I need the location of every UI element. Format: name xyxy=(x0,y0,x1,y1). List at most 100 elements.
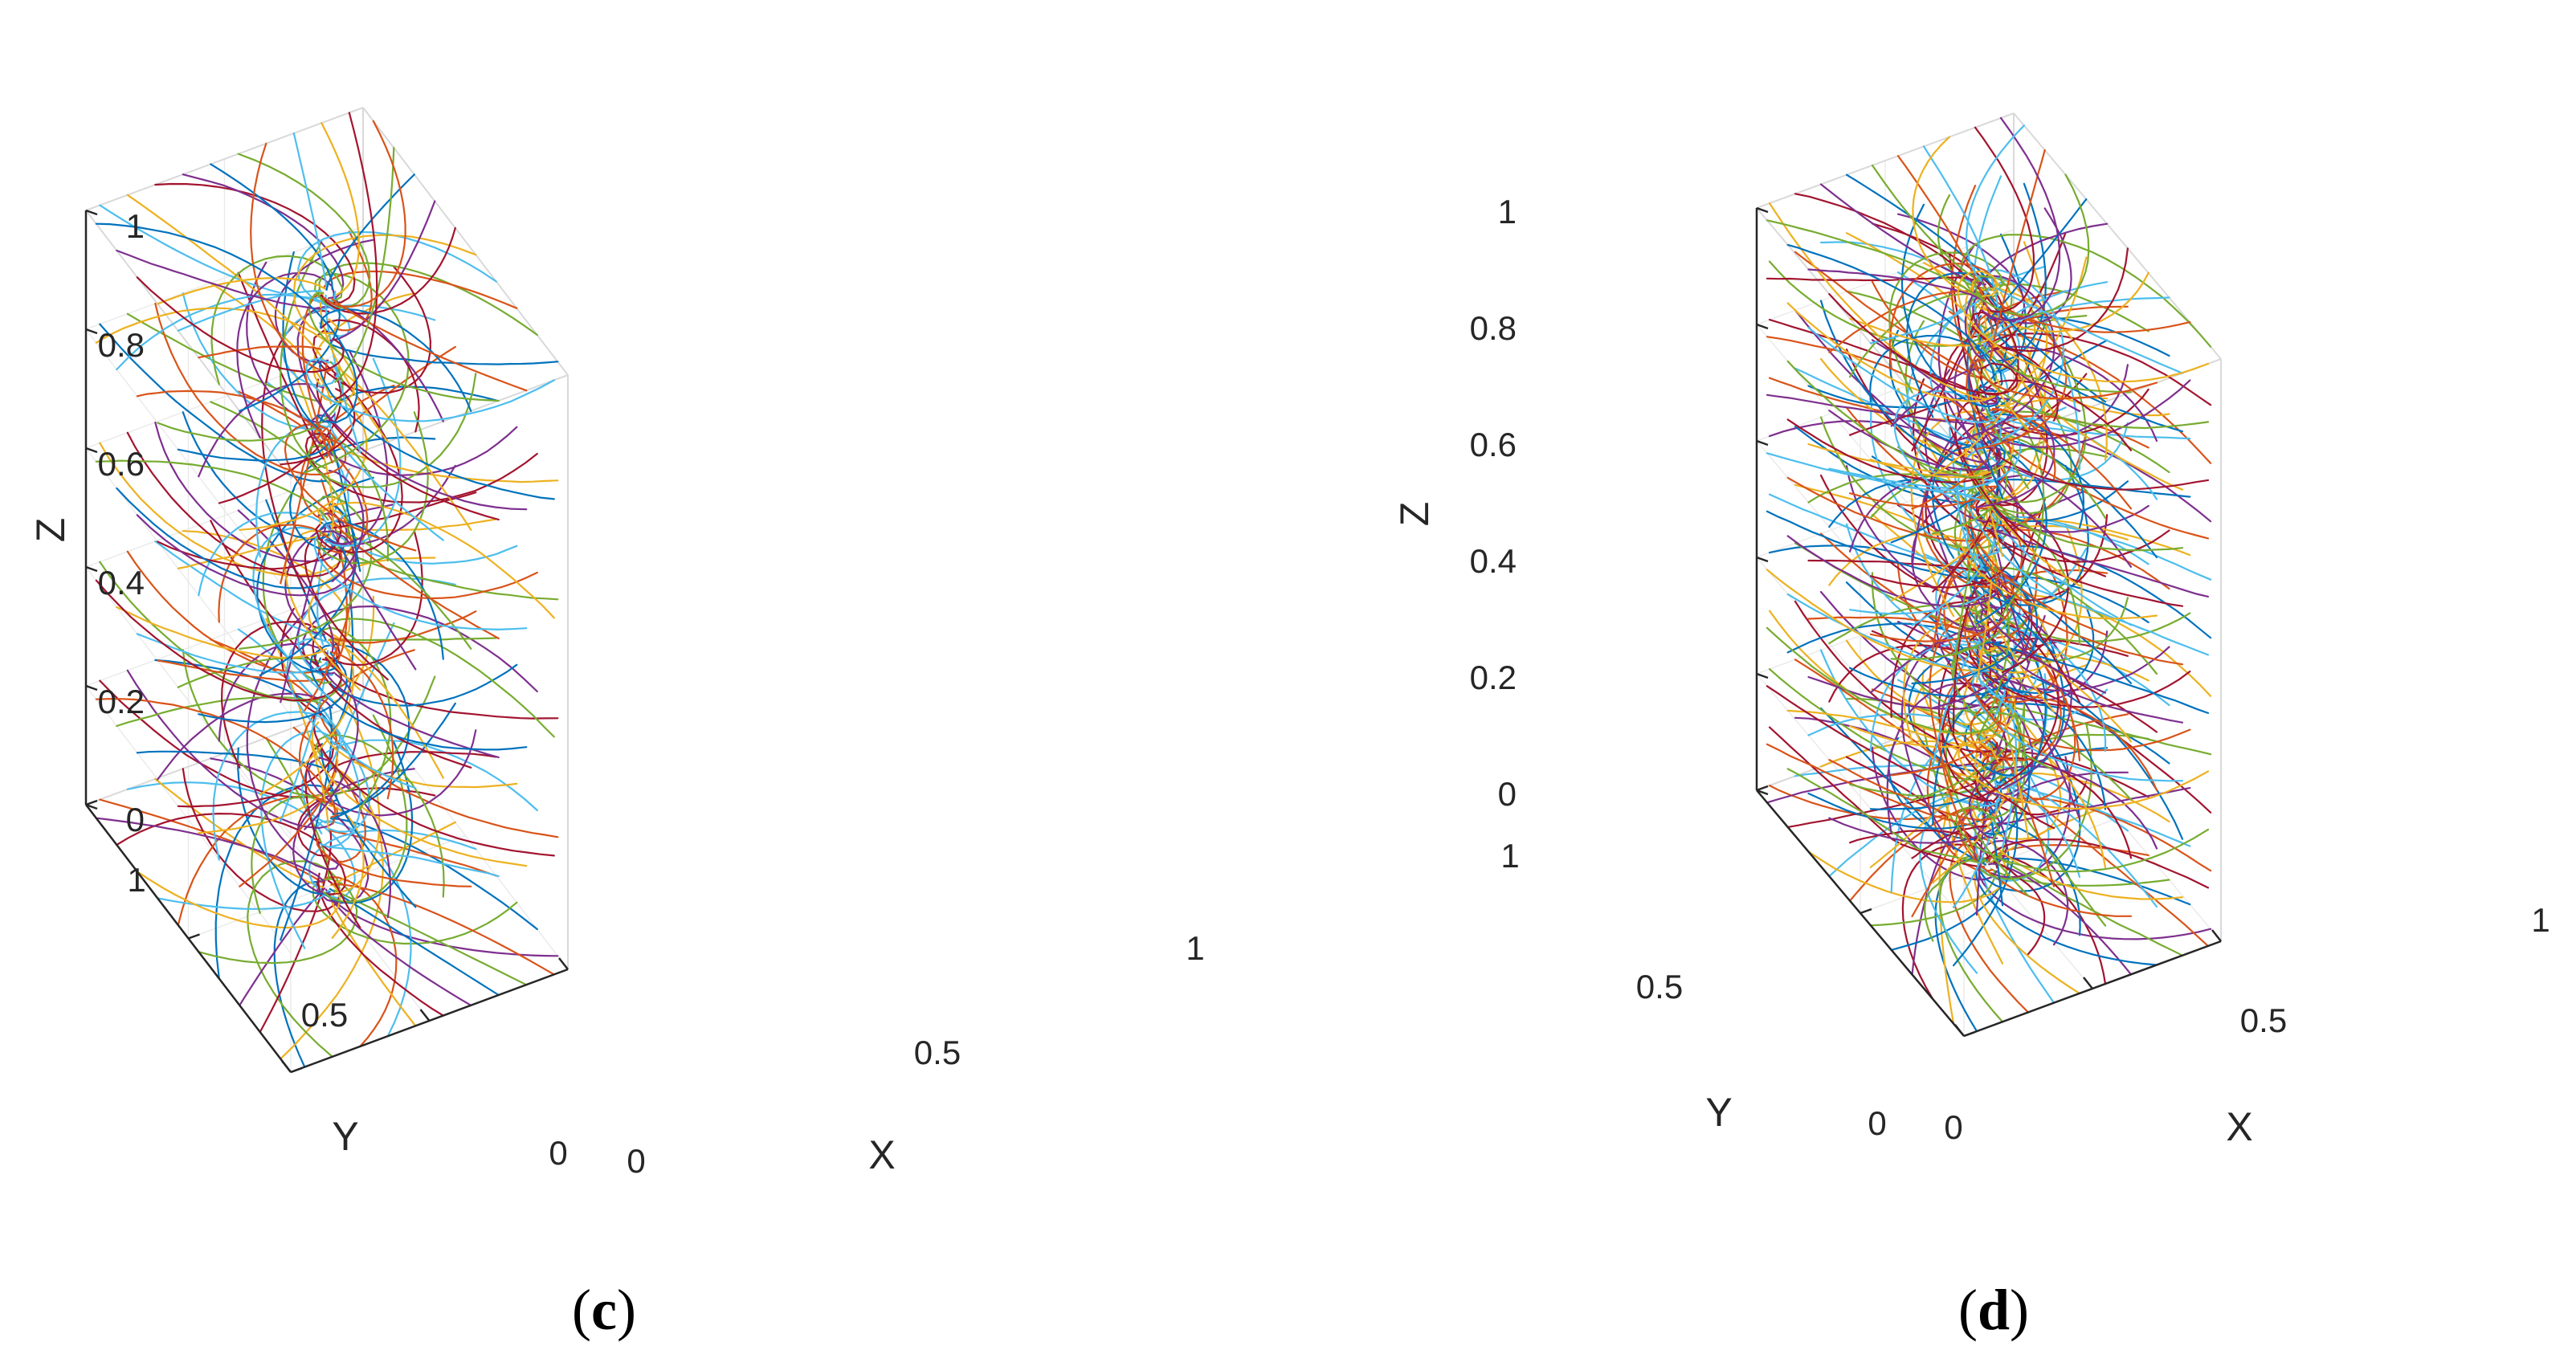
panel-d-streamline xyxy=(1871,164,1984,283)
panel-c-streamline xyxy=(325,656,559,720)
panel-d-z-tick-mark-0 xyxy=(1756,789,1769,796)
panel-c-streamline xyxy=(327,513,500,640)
panel-d-x-tick-2: 1 xyxy=(2531,901,2549,939)
panel-c-caption: (c) xyxy=(572,1278,636,1342)
panel-c-streamline xyxy=(210,757,369,904)
panel-d-x-tick-mark-1 xyxy=(2083,977,2093,989)
panel-d-streamline xyxy=(1979,610,2184,724)
panel-d-streamline xyxy=(1969,496,2107,636)
panel-d-streamline xyxy=(1910,410,1994,618)
panel-c-streamline xyxy=(198,382,325,478)
panel-d-streamline xyxy=(1766,569,1994,671)
panel-c-streamline xyxy=(95,579,342,702)
panel-c-streamline xyxy=(280,764,384,1060)
panel-c-y-tick-1: 0.5 xyxy=(301,996,348,1034)
panel-d-z-tick-1: 0.2 xyxy=(1470,659,1517,696)
panel-c-streamline xyxy=(308,557,436,634)
panel-c-y-tick-2: 1 xyxy=(127,861,145,899)
panel-c-streamline xyxy=(237,509,335,652)
panel-c-streamline xyxy=(302,605,538,693)
panel-c-streamline xyxy=(182,768,341,912)
panel-d-streamline xyxy=(1986,745,2107,927)
panel-d-y-tick-1: 0.5 xyxy=(1636,968,1683,1005)
panel-c-streamline xyxy=(280,241,326,469)
panel-c-streamline xyxy=(237,747,331,895)
panel-d-streamline xyxy=(1890,480,1990,544)
panel-c-z-tick-mark-1 xyxy=(85,684,98,691)
panel-c-streamline xyxy=(330,883,555,976)
panel-c-y-tick-mark-0 xyxy=(290,1067,303,1074)
panel-d-z-tick-0: 0 xyxy=(1498,775,1517,813)
panel-c-streamline xyxy=(311,721,528,867)
panel-c-streamline xyxy=(210,163,333,291)
panel-d-streamline xyxy=(1950,646,2055,771)
panel-d-streamline xyxy=(1849,317,1997,347)
panel-c-streamline xyxy=(116,249,321,310)
panel-d-streamline xyxy=(1985,557,2068,704)
panel-c-streamline xyxy=(116,487,347,589)
panel-c-y-tick-mark-1 xyxy=(188,933,200,940)
panel-d-streamline xyxy=(1995,357,2048,507)
panel-d-streamline xyxy=(1794,600,1998,753)
panel-c-streamline xyxy=(99,798,324,884)
panel-c-streamline xyxy=(116,812,346,895)
panel-d-streamline xyxy=(1893,390,2002,501)
panel-d-streamline xyxy=(1990,712,2133,801)
panel-c-streamline xyxy=(273,880,320,1068)
panel-c-streamline xyxy=(157,692,333,781)
panel-c-streamline xyxy=(313,533,528,631)
panel-d-x-tick-mark-2 xyxy=(2211,929,2222,942)
panel-c-streamline xyxy=(307,729,477,817)
panel-d-streamline xyxy=(1990,756,2072,879)
panel-c-streamline xyxy=(320,226,456,315)
panel-d-streamline xyxy=(1983,116,2061,322)
panel-c-streamline xyxy=(305,357,555,422)
panel-c-streamline xyxy=(313,643,410,820)
panel-c-streamline xyxy=(116,696,323,728)
panel-c-streamline xyxy=(319,501,555,619)
panel-d-streamline xyxy=(1975,621,2060,800)
panel-d-streamline xyxy=(1869,870,1996,927)
panel-c-streamline xyxy=(286,637,417,789)
panel-c-streamline xyxy=(220,621,341,769)
panel-d-streamline xyxy=(1766,685,1986,802)
panel-d-streamline xyxy=(1980,281,2109,365)
panel-c-z-tick-2: 0.4 xyxy=(98,564,145,602)
panel-d-streamline xyxy=(1990,863,2133,976)
panel-d-streamline xyxy=(1975,417,2158,500)
panel-d-streamline xyxy=(1849,674,2016,748)
panel-d-streamline xyxy=(1947,683,2055,830)
panel-c-streamline xyxy=(177,442,330,462)
panel-c-streamline xyxy=(317,542,538,600)
panel-d-streamline xyxy=(1768,377,1986,422)
panel-d-streamline xyxy=(1934,857,1990,1033)
panel-c-y-label: Y xyxy=(332,1114,358,1159)
panel-c-streamline xyxy=(251,796,328,915)
panel-d-streamline xyxy=(1994,663,2081,820)
panel-d-streamline xyxy=(1849,580,1994,615)
panel-c-streamline xyxy=(218,524,335,623)
panel-c-streamline xyxy=(95,222,358,424)
panel-d-streamline xyxy=(1807,268,1987,303)
panel-d-streamline xyxy=(1868,334,2003,402)
panel-c-grid xyxy=(84,107,569,1074)
panel-c-streamline xyxy=(177,657,322,688)
panel-c-streamline xyxy=(256,476,374,674)
panel-d-z-tick-2: 0.4 xyxy=(1470,542,1517,580)
panel-c-z-tick-mark-3 xyxy=(85,447,98,454)
panel-d-box-edge-1 xyxy=(1756,112,2015,209)
panel-c-streamline xyxy=(95,817,325,883)
panel-c-z-tick-mark-2 xyxy=(85,565,98,573)
panel-d-streamline xyxy=(1994,782,2081,878)
panel-d-streamline xyxy=(1957,270,2210,383)
panel-c-streamline xyxy=(177,290,322,332)
panel-c-streamline xyxy=(323,734,518,789)
panel-d-streamline xyxy=(1794,483,1988,569)
panel-d-streamline xyxy=(1849,426,2013,508)
panel-c-streamline xyxy=(330,779,391,919)
panel-d-streamline xyxy=(1900,203,2002,408)
panel-d-streamline xyxy=(1978,523,2083,674)
panel-d-streamline xyxy=(1911,566,2031,685)
panel-d-streamline xyxy=(1845,581,1988,670)
panel-c-y-tick-mark-2 xyxy=(85,799,98,806)
